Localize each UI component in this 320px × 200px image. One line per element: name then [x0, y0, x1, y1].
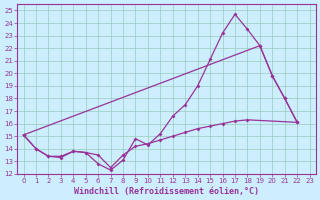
- X-axis label: Windchill (Refroidissement éolien,°C): Windchill (Refroidissement éolien,°C): [74, 187, 259, 196]
